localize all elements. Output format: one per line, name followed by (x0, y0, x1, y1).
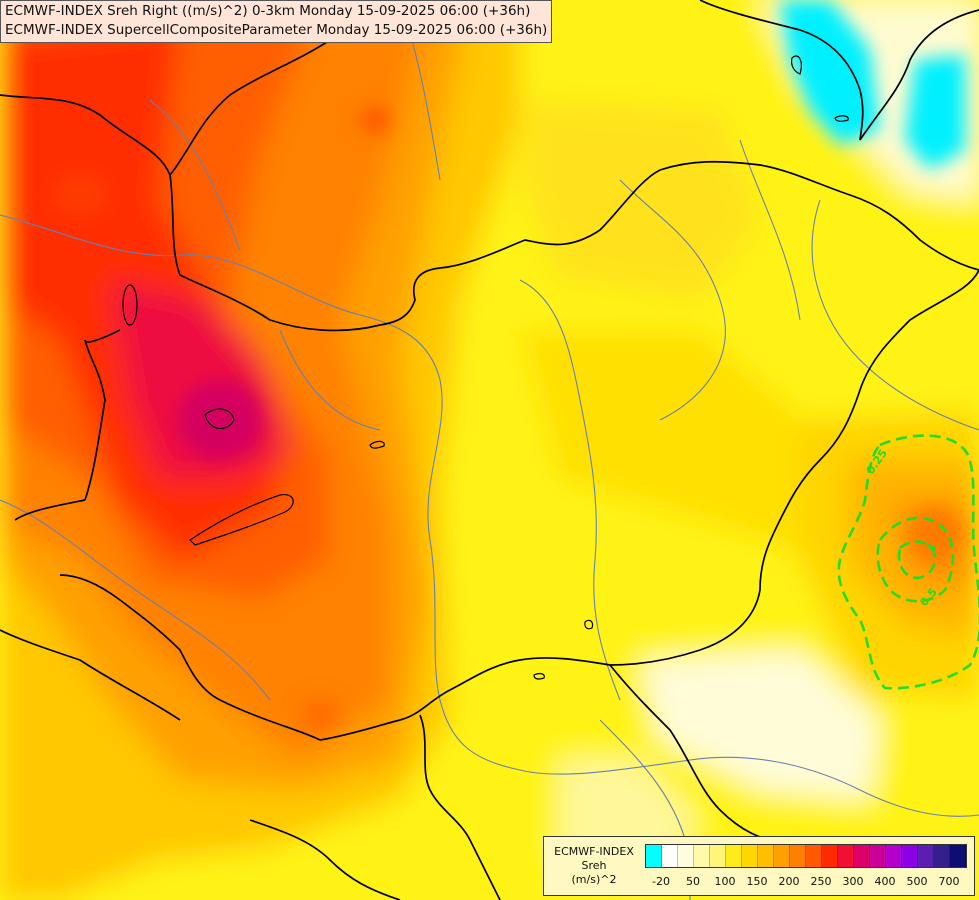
map-title-box: ECMWF-INDEX Sreh Right ((m/s)^2) 0-3km M… (0, 0, 553, 43)
legend-tick-label: 150 (746, 875, 768, 888)
legend-swatch (934, 845, 950, 867)
title-line-scp: ECMWF-INDEX SupercellCompositeParameter … (5, 22, 548, 38)
legend-tick-label: 100 (714, 875, 736, 888)
legend-title-line: ECMWF-INDEX (554, 845, 634, 858)
title-line-sreh: ECMWF-INDEX Sreh Right ((m/s)^2) 0-3km M… (5, 3, 531, 19)
legend-tick-labels: -20 50 100 150 200 250 300 400 500 700 (645, 875, 971, 891)
legend-title: ECMWF-INDEX Sreh (m/s)^2 (548, 845, 640, 887)
legend-swatch (742, 845, 758, 867)
scp-contours (837, 434, 979, 690)
legend-tick-label: 300 (842, 875, 864, 888)
sreh-field-cores (52, 0, 965, 733)
legend-swatch (902, 845, 918, 867)
legend-swatch (838, 845, 854, 867)
legend-swatch (710, 845, 726, 867)
color-legend: ECMWF-INDEX Sreh (m/s)^2 -20 50 100 150 200 2… (543, 836, 975, 896)
legend-colorbar (645, 844, 967, 868)
legend-title-line: (m/s)^2 (571, 873, 617, 886)
legend-swatch (806, 845, 822, 867)
legend-tick-label: 500 (906, 875, 928, 888)
lakes (122, 55, 849, 680)
legend-swatch (662, 845, 678, 867)
legend-swatch (774, 845, 790, 867)
legend-swatch (870, 845, 886, 867)
legend-title-line: Sreh (581, 859, 607, 872)
legend-swatch (694, 845, 710, 867)
legend-swatch (790, 845, 806, 867)
legend-tick-label: 700 (938, 875, 960, 888)
legend-swatch (918, 845, 934, 867)
legend-swatch (678, 845, 694, 867)
legend-swatch (758, 845, 774, 867)
legend-swatch (646, 845, 662, 867)
legend-swatch (950, 845, 966, 867)
legend-swatch (822, 845, 838, 867)
legend-swatch (854, 845, 870, 867)
legend-tick-label: -20 (652, 875, 670, 888)
legend-tick-label: 200 (778, 875, 800, 888)
legend-tick-label: 50 (686, 875, 700, 888)
legend-tick-label: 250 (810, 875, 832, 888)
legend-tick-label: 400 (874, 875, 896, 888)
legend-swatch (726, 845, 742, 867)
legend-swatch (886, 845, 902, 867)
